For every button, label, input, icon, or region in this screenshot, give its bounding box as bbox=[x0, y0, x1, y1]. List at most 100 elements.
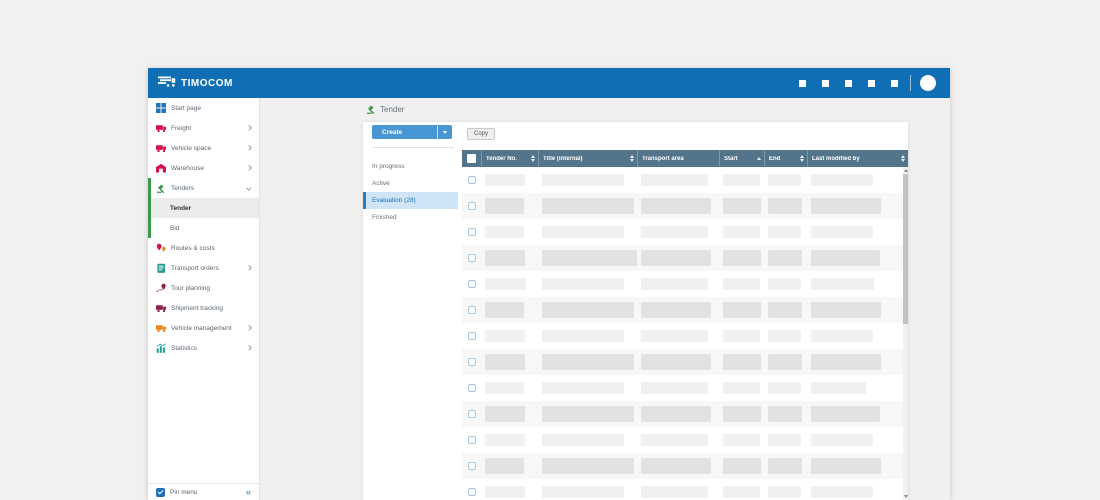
table-scrollbar[interactable] bbox=[903, 167, 908, 500]
table-row[interactable] bbox=[462, 167, 903, 193]
row-checkbox[interactable] bbox=[467, 384, 476, 392]
column-header-end[interactable]: End bbox=[764, 150, 807, 167]
vehicle-truck-icon bbox=[156, 143, 166, 153]
app-square-icon[interactable] bbox=[822, 79, 829, 87]
sidebar-item-vehicle-management[interactable]: Vehicle management bbox=[148, 318, 259, 338]
row-checkbox[interactable] bbox=[467, 410, 476, 418]
sidebar-item-label: Tenders bbox=[171, 184, 195, 192]
pin-menu-row[interactable]: Pin menu « bbox=[148, 483, 259, 500]
filter-finished[interactable]: Finished bbox=[372, 214, 397, 221]
pin-menu-checkbox[interactable] bbox=[156, 487, 165, 497]
redacted-text-block bbox=[723, 330, 760, 342]
cell-tender-no bbox=[481, 278, 538, 290]
redacted-text-block bbox=[723, 198, 761, 214]
row-checkbox[interactable] bbox=[467, 358, 476, 366]
cell-title-internal bbox=[538, 174, 637, 186]
row-checkbox[interactable] bbox=[467, 462, 476, 470]
table-row[interactable] bbox=[462, 479, 903, 500]
table-row[interactable] bbox=[462, 375, 903, 401]
column-header-last-modified-by[interactable]: Last modified by bbox=[807, 150, 908, 167]
sidebar-item-tour-planning[interactable]: Tour planning bbox=[148, 278, 259, 298]
cell-end bbox=[764, 458, 807, 474]
redacted-text-block bbox=[723, 486, 760, 498]
redacted-text-block bbox=[641, 198, 711, 214]
redacted-text-block bbox=[723, 302, 761, 318]
scroll-up-arrow-icon[interactable] bbox=[904, 169, 908, 172]
table-row[interactable] bbox=[462, 219, 903, 245]
table-row[interactable] bbox=[462, 323, 903, 349]
row-checkbox[interactable] bbox=[467, 202, 476, 210]
sidebar-subitem-bid[interactable]: Bid bbox=[148, 218, 259, 238]
sidebar-item-transport-orders[interactable]: Transport orders bbox=[148, 258, 259, 278]
row-checkbox[interactable] bbox=[467, 176, 476, 184]
table-row[interactable] bbox=[462, 193, 903, 219]
divider bbox=[372, 147, 454, 148]
column-header-title-internal[interactable]: Title (internal) bbox=[538, 150, 637, 167]
page-title: Tender bbox=[366, 104, 404, 114]
table-row[interactable] bbox=[462, 297, 903, 323]
table-row[interactable] bbox=[462, 427, 903, 453]
tracking-truck-icon bbox=[156, 303, 166, 313]
app-square-icon[interactable] bbox=[891, 79, 898, 87]
row-checkbox[interactable] bbox=[467, 332, 476, 340]
user-avatar[interactable] bbox=[920, 75, 936, 91]
filter-active[interactable]: Active bbox=[372, 180, 390, 187]
sidebar-subitem-label: Bid bbox=[170, 224, 180, 232]
select-all-cell[interactable] bbox=[462, 150, 481, 167]
scroll-down-arrow-icon[interactable] bbox=[904, 495, 908, 498]
redacted-text-block bbox=[485, 198, 524, 214]
table-row[interactable] bbox=[462, 453, 903, 479]
filter-in-progress[interactable]: In progress bbox=[372, 163, 405, 170]
cell-transport-area bbox=[637, 226, 719, 238]
cell-end bbox=[764, 302, 807, 318]
column-header-start[interactable]: Start bbox=[719, 150, 764, 167]
freight-truck-icon bbox=[156, 123, 166, 133]
gavel-icon bbox=[156, 183, 166, 193]
cell-end bbox=[764, 330, 807, 342]
app-square-icon[interactable] bbox=[845, 79, 852, 87]
timocom-truck-icon bbox=[158, 74, 176, 92]
column-header-label: Title (internal) bbox=[543, 155, 583, 162]
redacted-text-block bbox=[641, 226, 708, 238]
column-header-tender-no[interactable]: Tender No. bbox=[481, 150, 538, 167]
table-row[interactable] bbox=[462, 245, 903, 271]
redacted-text-block bbox=[542, 198, 634, 214]
table-row[interactable] bbox=[462, 401, 903, 427]
row-checkbox[interactable] bbox=[467, 306, 476, 314]
sidebar-item-tenders[interactable]: Tenders bbox=[148, 178, 259, 198]
brand-name: TIMOCOM bbox=[181, 77, 233, 89]
sidebar-item-shipment-tracking[interactable]: Shipment tracking bbox=[148, 298, 259, 318]
sidebar-item-freight[interactable]: Freight bbox=[148, 118, 259, 138]
table-row[interactable] bbox=[462, 271, 903, 297]
row-checkbox-cell bbox=[462, 384, 481, 392]
select-all-checkbox[interactable] bbox=[467, 154, 476, 163]
row-checkbox[interactable] bbox=[467, 228, 476, 236]
app-square-icon[interactable] bbox=[799, 79, 806, 87]
app-square-icon[interactable] bbox=[868, 79, 875, 87]
cell-start bbox=[719, 226, 764, 238]
row-checkbox[interactable] bbox=[467, 436, 476, 444]
sidebar-item-vehicle-space[interactable]: Vehicle space bbox=[148, 138, 259, 158]
row-checkbox-cell bbox=[462, 462, 481, 470]
redacted-text-block bbox=[542, 302, 634, 318]
create-dropdown-arrow-icon[interactable] bbox=[437, 125, 452, 139]
cell-last-modified-by bbox=[807, 486, 903, 498]
scrollbar-thumb[interactable] bbox=[903, 174, 908, 324]
copy-button[interactable]: Copy bbox=[467, 128, 495, 140]
row-checkbox[interactable] bbox=[467, 488, 476, 496]
row-checkbox[interactable] bbox=[467, 254, 476, 262]
redacted-text-block bbox=[768, 434, 801, 446]
redacted-text-block bbox=[768, 278, 801, 290]
cell-transport-area bbox=[637, 382, 719, 394]
sidebar-item-start-page[interactable]: Start page bbox=[148, 98, 259, 118]
filter-evaluation-28[interactable]: Evaluation (28) bbox=[363, 192, 458, 209]
sidebar-item-warehouse[interactable]: Warehouse bbox=[148, 158, 259, 178]
sidebar-subitem-tender[interactable]: Tender bbox=[148, 198, 259, 218]
table-row[interactable] bbox=[462, 349, 903, 375]
column-header-transport-area[interactable]: Transport area bbox=[637, 150, 719, 167]
row-checkbox[interactable] bbox=[467, 280, 476, 288]
sidebar-item-statistics[interactable]: Statistics bbox=[148, 338, 259, 358]
create-button[interactable]: Create bbox=[372, 125, 452, 139]
sidebar-item-routes-costs[interactable]: Routes & costs bbox=[148, 238, 259, 258]
collapse-sidebar-icon[interactable]: « bbox=[245, 486, 251, 497]
